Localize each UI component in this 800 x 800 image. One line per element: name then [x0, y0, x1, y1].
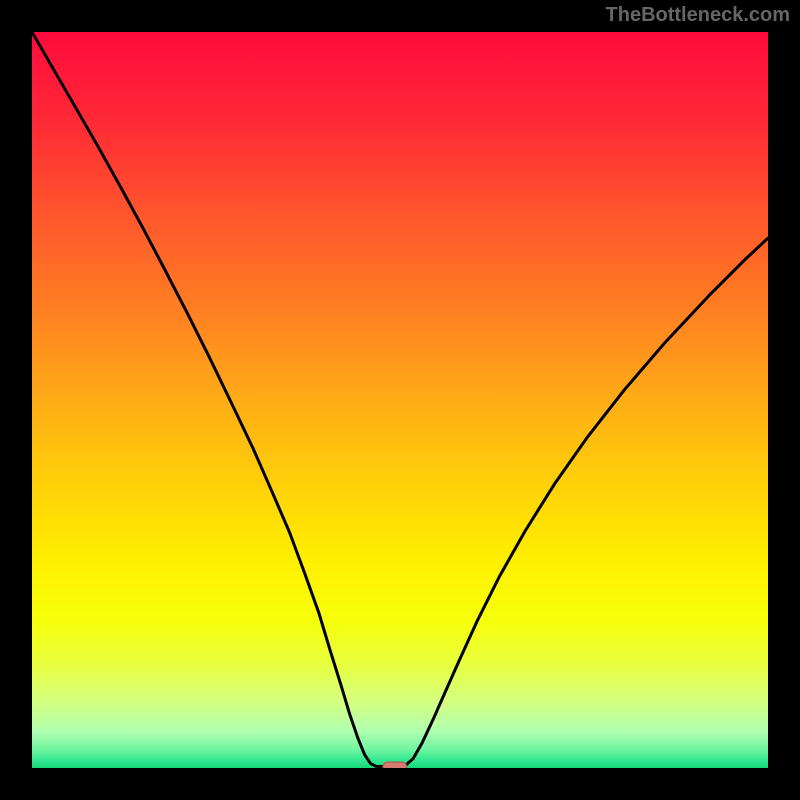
- watermark-text: TheBottleneck.com: [606, 4, 790, 27]
- chart-background-gradient: [32, 32, 768, 768]
- chart-svg: [0, 0, 800, 800]
- bottleneck-chart: TheBottleneck.com: [0, 0, 800, 800]
